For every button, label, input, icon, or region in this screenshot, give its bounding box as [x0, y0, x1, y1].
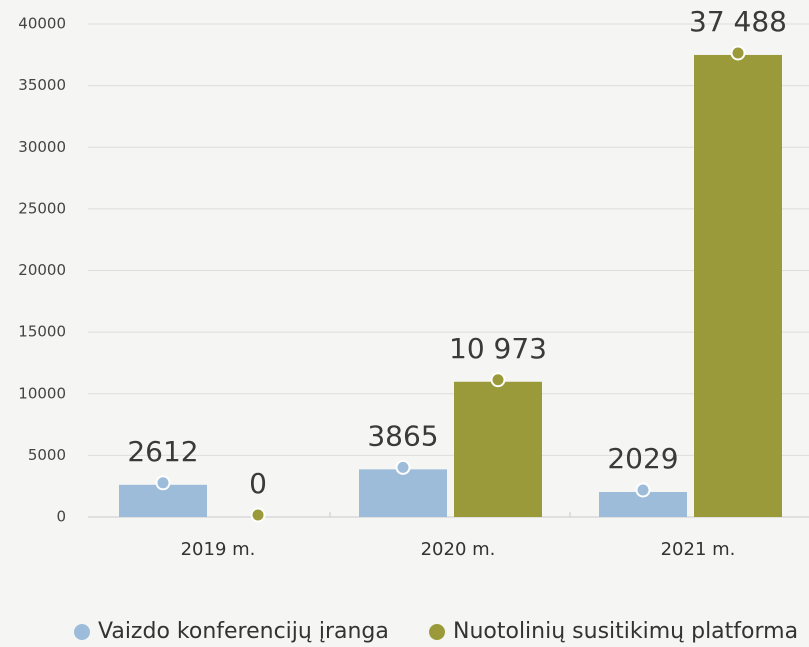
legend-marker — [74, 624, 90, 640]
x-tick-label: 2019 m. — [181, 539, 256, 560]
y-tick-label: 30000 — [18, 138, 66, 156]
bar-marker — [155, 475, 171, 491]
data-label: 2029 — [607, 442, 678, 475]
bar-marker — [395, 459, 411, 475]
x-tick-label: 2021 m. — [661, 539, 736, 560]
data-label: 10 973 — [449, 332, 547, 365]
y-tick-label: 40000 — [18, 15, 66, 33]
y-tick-label: 10000 — [18, 384, 66, 402]
y-tick-label: 0 — [56, 508, 66, 526]
bar-marker — [730, 45, 746, 61]
bar-marker — [490, 372, 506, 388]
y-tick-label: 5000 — [28, 446, 66, 464]
bar-marker — [250, 507, 266, 523]
y-tick-label: 35000 — [18, 76, 66, 94]
legend-label: Vaizdo konferencijų įranga — [98, 619, 389, 644]
bar — [694, 54, 782, 518]
y-tick-label: 20000 — [18, 261, 66, 279]
y-tick-label: 15000 — [18, 323, 66, 341]
y-tick-label: 25000 — [18, 199, 66, 217]
legend-label: Nuotolinių susitikimų platforma — [453, 619, 798, 644]
data-label: 0 — [249, 467, 267, 500]
data-label: 2612 — [127, 435, 198, 468]
data-label: 37 488 — [689, 5, 787, 38]
bar-marker — [635, 482, 651, 498]
x-tick-label: 2020 m. — [421, 539, 496, 560]
bar — [454, 381, 542, 517]
data-label: 3865 — [367, 419, 438, 452]
legend-marker — [429, 624, 445, 640]
bar — [359, 469, 447, 517]
